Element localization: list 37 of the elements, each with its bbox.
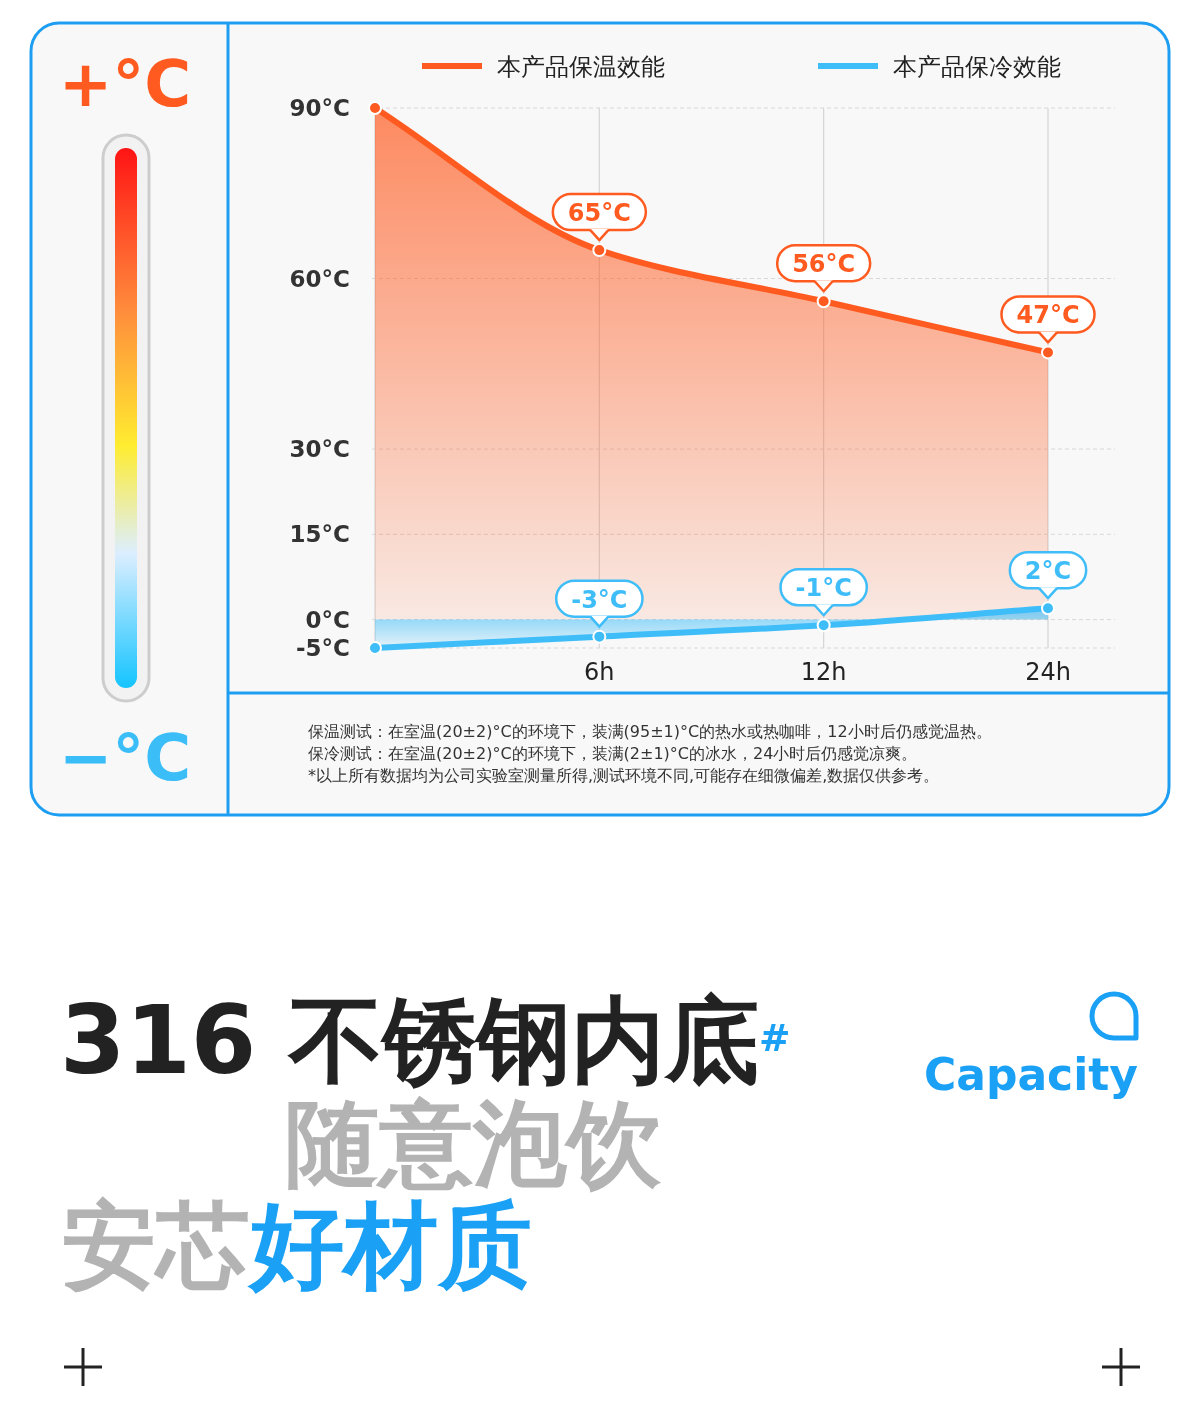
data-label: 2°C xyxy=(1024,557,1072,586)
point xyxy=(1041,345,1055,360)
data-label: 65°C xyxy=(567,199,631,228)
value-label: 65°C xyxy=(551,192,648,242)
value-label: 2°C xyxy=(1008,550,1088,600)
legend-label: 本产品保冷效能 xyxy=(893,53,1061,81)
y-tick-label: 30°C xyxy=(289,436,350,463)
annotation: +°C xyxy=(58,47,192,121)
y-tick-label: 15°C xyxy=(289,521,350,548)
point xyxy=(816,294,831,309)
legend-label: 本产品保温效能 xyxy=(497,53,665,81)
value-label: -1°C xyxy=(779,568,869,617)
x-tick-label: 12h xyxy=(800,658,847,686)
data-label: -1°C xyxy=(795,574,852,603)
y-tick-label: 90°C xyxy=(289,95,350,121)
y-tick-label: -5°C xyxy=(296,635,350,661)
point xyxy=(592,629,607,644)
data-label: 47°C xyxy=(1016,301,1080,330)
x-tick-label: 24h xyxy=(1025,658,1071,686)
value-label: 56°C xyxy=(775,244,872,293)
data-label: 56°C xyxy=(792,250,856,279)
y-tick-label: 60°C xyxy=(289,265,350,292)
value-label: 47°C xyxy=(1000,295,1096,344)
annotation: 保冷测试：在室温(20±2)°C的环境下，装满(2±1)°C的冰水，24小时后仍感觉凉爽。 xyxy=(308,744,918,763)
x-tick-label: 6h xyxy=(584,658,615,686)
annotation: *以上所有数据均为公司实验室测量所得,测试环境不同,可能存在细微偏差,数据仅供参考。 xyxy=(308,766,940,785)
point xyxy=(368,101,382,115)
point xyxy=(1041,601,1055,616)
point xyxy=(368,641,382,655)
annotation: 保温测试：在室温(20±2)°C的环境下，装满(95±1)°C的热水或热咖啡，12小时后仍感觉温热。 xyxy=(308,722,992,741)
point xyxy=(816,618,831,633)
value-label: -3°C xyxy=(554,579,644,628)
y-tick-label: 0°C xyxy=(305,606,350,633)
annotation: −°C xyxy=(58,721,192,795)
data-label: -3°C xyxy=(571,585,628,614)
annotation: Capacity xyxy=(923,1049,1138,1100)
point xyxy=(592,243,607,258)
